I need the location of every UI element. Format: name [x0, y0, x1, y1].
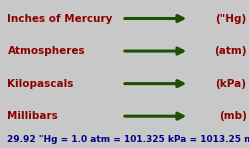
Text: ("Hg): ("Hg)	[215, 13, 247, 24]
Text: (kPa): (kPa)	[216, 79, 247, 89]
Text: Millibars: Millibars	[7, 111, 58, 121]
Text: (mb): (mb)	[219, 111, 247, 121]
Text: 29.92 "Hg = 1.0 atm = 101.325 kPa = 1013.25 mb: 29.92 "Hg = 1.0 atm = 101.325 kPa = 1013…	[7, 135, 249, 144]
Text: Atmospheres: Atmospheres	[7, 46, 85, 56]
Text: Inches of Mercury: Inches of Mercury	[7, 13, 113, 24]
Text: Kilopascals: Kilopascals	[7, 79, 74, 89]
Text: (atm): (atm)	[214, 46, 247, 56]
